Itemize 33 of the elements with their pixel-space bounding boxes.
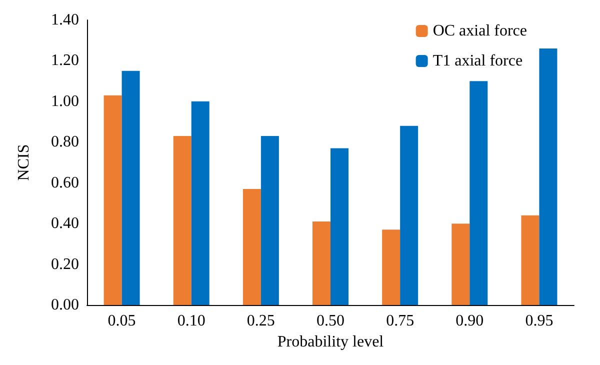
bar — [312, 222, 330, 305]
bar — [260, 136, 279, 305]
bar — [330, 148, 348, 305]
x-tick-label: 0.25 — [246, 312, 275, 330]
y-tick-label: 0.40 — [51, 215, 79, 232]
bar — [122, 70, 140, 305]
y-tick-label: 1.40 — [51, 12, 79, 28]
y-tick-label: 1.20 — [51, 52, 79, 70]
y-axis-title: NCIS — [16, 144, 32, 181]
x-tick-label: 0.95 — [525, 312, 554, 330]
y-tick-label: 0.80 — [51, 134, 79, 151]
y-tick-label: 0.60 — [51, 174, 79, 192]
x-tick-label: 0.50 — [316, 312, 344, 330]
bar — [400, 126, 418, 305]
bar — [382, 230, 400, 305]
bar — [104, 95, 122, 305]
x-tick-label: 0.10 — [177, 312, 206, 330]
bar — [242, 188, 261, 305]
bar — [470, 81, 488, 305]
legend-label: T1 axial force — [432, 52, 523, 70]
legend-label: OC axial force — [432, 22, 528, 40]
bar — [521, 215, 540, 305]
bar — [173, 136, 192, 305]
bar — [539, 48, 558, 305]
bar — [452, 224, 470, 305]
x-tick-label: 0.90 — [456, 312, 484, 330]
bar — [191, 101, 210, 305]
x-tick-label: 0.05 — [108, 312, 136, 330]
y-tick-label: 0.20 — [51, 256, 79, 273]
x-tick-label: 0.75 — [386, 312, 414, 330]
y-tick-label: 0.00 — [51, 296, 79, 314]
x-axis-title: Probability level — [277, 333, 384, 350]
y-tick-label: 1.00 — [51, 92, 79, 110]
